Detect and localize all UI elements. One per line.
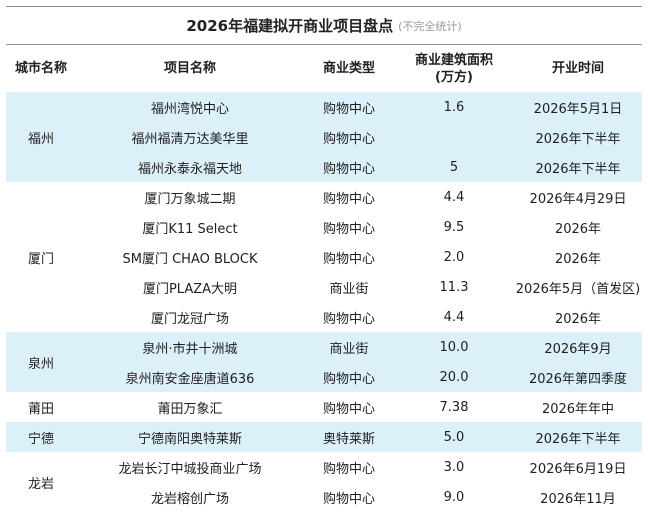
- project-cell: 宁德南阳奥特莱斯: [76, 422, 304, 452]
- date-cell: 2026年下半年: [514, 152, 642, 182]
- project-cell: 泉州南安金座唐道636: [76, 362, 304, 392]
- table-row: 龙岩榕创广场 购物中心 9.0 2026年11月: [6, 482, 642, 512]
- header-area-line2: (万方): [435, 69, 473, 85]
- header-area: 商业建筑面积 (万方): [394, 45, 514, 92]
- area-cell: 7.38: [394, 392, 514, 422]
- area-cell: 9.5: [394, 212, 514, 242]
- header-type: 商业类型: [322, 61, 375, 76]
- area-cell: 5: [394, 152, 514, 182]
- date-cell: 2026年下半年: [514, 422, 642, 452]
- table-row: SM厦门 CHAO BLOCK 购物中心 2.0 2026年: [6, 242, 642, 272]
- area-cell: 3.0: [394, 452, 514, 482]
- project-cell: SM厦门 CHAO BLOCK: [76, 242, 304, 272]
- table-row: 厦门PLAZA大明 商业街 11.3 2026年5月（首发区): [6, 272, 642, 302]
- header-divider: [6, 44, 642, 45]
- type-cell: 购物中心: [304, 152, 394, 182]
- project-cell: 厦门K11 Select: [76, 212, 304, 242]
- top-divider: [6, 6, 642, 7]
- date-cell: 2026年: [514, 242, 642, 272]
- table-row: 莆田 莆田万象汇 购物中心 7.38 2026年年中: [6, 392, 642, 422]
- city-cell: 龙岩: [6, 452, 76, 512]
- area-cell: 5.0: [394, 422, 514, 452]
- type-cell: 购物中心: [304, 392, 394, 422]
- area-cell: 20.0: [394, 362, 514, 392]
- date-cell: 2026年下半年: [514, 122, 642, 152]
- area-cell: 1.6: [394, 92, 514, 122]
- title-main: 2026年福建拟开商业项目盘点: [186, 17, 394, 35]
- table-title: 2026年福建拟开商业项目盘点 (不完全统计): [6, 7, 642, 44]
- type-cell: 购物中心: [304, 362, 394, 392]
- type-cell: 购物中心: [304, 482, 394, 512]
- area-cell: 10.0: [394, 332, 514, 362]
- type-cell: 商业街: [304, 272, 394, 302]
- date-cell: 2026年6月19日: [514, 452, 642, 482]
- project-cell: 福州永泰永福天地: [76, 152, 304, 182]
- type-cell: 购物中心: [304, 212, 394, 242]
- type-cell: 商业街: [304, 332, 394, 362]
- date-cell: 2026年: [514, 302, 642, 332]
- header-area-line1: 商业建筑面积: [414, 52, 493, 68]
- date-cell: 2026年年中: [514, 392, 642, 422]
- table-row: 泉州南安金座唐道636 购物中心 20.0 2026年第四季度: [6, 362, 642, 392]
- city-cell: 福州: [6, 92, 76, 182]
- city-cell: 泉州: [6, 332, 76, 392]
- area-cell: 11.3: [394, 272, 514, 302]
- date-cell: 2026年5月（首发区): [514, 272, 642, 302]
- date-cell: 2026年第四季度: [514, 362, 642, 392]
- date-cell: 2026年: [514, 212, 642, 242]
- table-row: 厦门K11 Select 购物中心 9.5 2026年: [6, 212, 642, 242]
- projects-table-container: 2026年福建拟开商业项目盘点 (不完全统计) 城市名称 项目名称 商业类型 商…: [6, 6, 642, 512]
- type-cell: 购物中心: [304, 242, 394, 272]
- area-cell: 4.4: [394, 302, 514, 332]
- table-row: 宁德 宁德南阳奥特莱斯 奥特莱斯 5.0 2026年下半年: [6, 422, 642, 452]
- type-cell: 奥特莱斯: [304, 422, 394, 452]
- project-cell: 厦门龙冠广场: [76, 302, 304, 332]
- city-cell: 厦门: [6, 182, 76, 332]
- date-cell: 2026年11月: [514, 482, 642, 512]
- area-cell: [394, 122, 514, 152]
- area-cell: 9.0: [394, 482, 514, 512]
- projects-table: 城市名称 项目名称 商业类型 商业建筑面积 (万方) 开业时间 福州 福州湾悦中…: [6, 45, 642, 512]
- table-row: 泉州 泉州·市井十洲城 商业街 10.0 2026年9月: [6, 332, 642, 392]
- project-cell: 龙岩长汀中城投商业广场: [76, 452, 304, 482]
- header-project: 项目名称: [163, 61, 216, 76]
- header-row: 城市名称 项目名称 商业类型 商业建筑面积 (万方) 开业时间: [6, 45, 642, 92]
- area-cell: 2.0: [394, 242, 514, 272]
- header-date: 开业时间: [551, 61, 604, 76]
- table-row: 福州 福州湾悦中心 购物中心 1.6 2026年5月1日: [6, 92, 642, 182]
- table-row: 厦门龙冠广场 购物中心 4.4 2026年: [6, 302, 642, 332]
- date-cell: 2026年9月: [514, 332, 642, 362]
- table-row: 福州永泰永福天地 购物中心 5 2026年下半年: [6, 152, 642, 182]
- header-city: 城市名称: [14, 61, 67, 76]
- area-cell: 4.4: [394, 182, 514, 212]
- type-cell: 购物中心: [304, 92, 394, 122]
- type-cell: 购物中心: [304, 122, 394, 152]
- project-cell: 福州湾悦中心: [76, 92, 304, 122]
- project-cell: 莆田万象汇: [76, 392, 304, 422]
- city-cell: 莆田: [6, 392, 76, 422]
- project-cell: 龙岩榕创广场: [76, 482, 304, 512]
- date-cell: 2026年4月29日: [514, 182, 642, 212]
- table-row: 福州福清万达美华里 购物中心 2026年下半年: [6, 122, 642, 152]
- project-cell: 泉州·市井十洲城: [76, 332, 304, 362]
- table-row: 龙岩 龙岩长汀中城投商业广场 购物中心 3.0 2026年6月19日: [6, 452, 642, 512]
- project-cell: 厦门PLAZA大明: [76, 272, 304, 302]
- project-cell: 厦门万象城二期: [76, 182, 304, 212]
- type-cell: 购物中心: [304, 302, 394, 332]
- date-cell: 2026年5月1日: [514, 92, 642, 122]
- city-cell: 宁德: [6, 422, 76, 452]
- project-cell: 福州福清万达美华里: [76, 122, 304, 152]
- title-note: (不完全统计): [398, 19, 462, 33]
- type-cell: 购物中心: [304, 452, 394, 482]
- table-row: 厦门 厦门万象城二期 购物中心 4.4 2026年4月29日: [6, 182, 642, 332]
- type-cell: 购物中心: [304, 182, 394, 212]
